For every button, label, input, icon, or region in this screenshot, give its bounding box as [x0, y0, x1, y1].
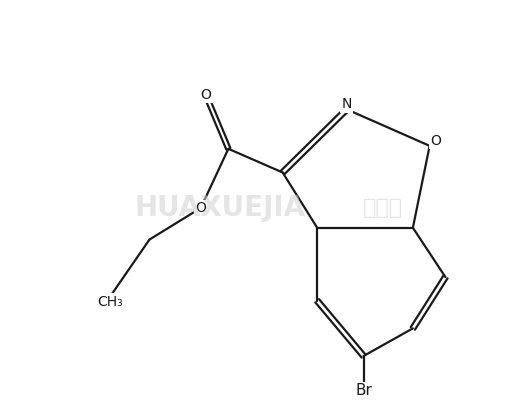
Text: O: O — [430, 134, 441, 148]
Text: Br: Br — [355, 383, 372, 398]
Text: HUAXUEJIA: HUAXUEJIA — [135, 194, 306, 222]
Text: N: N — [341, 97, 352, 111]
Text: O: O — [195, 201, 206, 215]
Text: O: O — [200, 87, 211, 102]
Text: CH₃: CH₃ — [97, 295, 123, 309]
Text: 化学加: 化学加 — [363, 198, 403, 218]
